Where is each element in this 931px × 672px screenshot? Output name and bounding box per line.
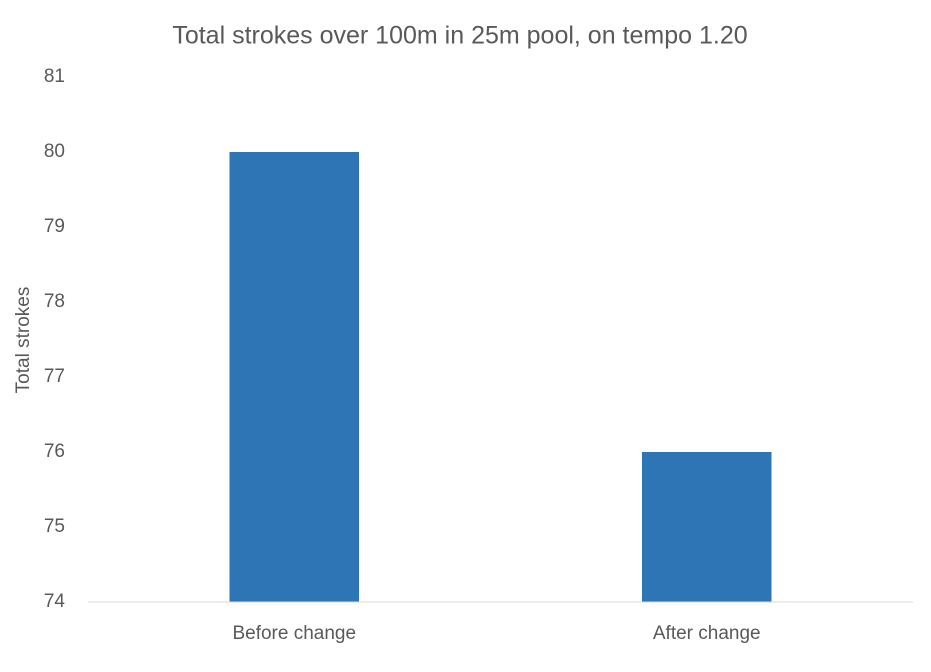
y-axis-label: Total strokes: [13, 287, 34, 394]
y-tick-label: 80: [44, 141, 65, 162]
bar: [229, 152, 360, 602]
bar: [641, 452, 772, 602]
y-tick-label: 75: [44, 516, 65, 537]
y-tick-label: 76: [44, 441, 65, 462]
y-tick-label: 81: [44, 66, 65, 87]
x-tick-label: After change: [653, 623, 761, 644]
chart-title: Total strokes over 100m in 25m pool, on …: [172, 22, 747, 50]
y-tick-label: 78: [44, 291, 65, 312]
y-tick-label: 74: [44, 591, 66, 612]
y-tick-label: 77: [44, 366, 65, 387]
x-tick-label: Before change: [232, 623, 356, 644]
y-tick-label: 79: [44, 216, 65, 237]
